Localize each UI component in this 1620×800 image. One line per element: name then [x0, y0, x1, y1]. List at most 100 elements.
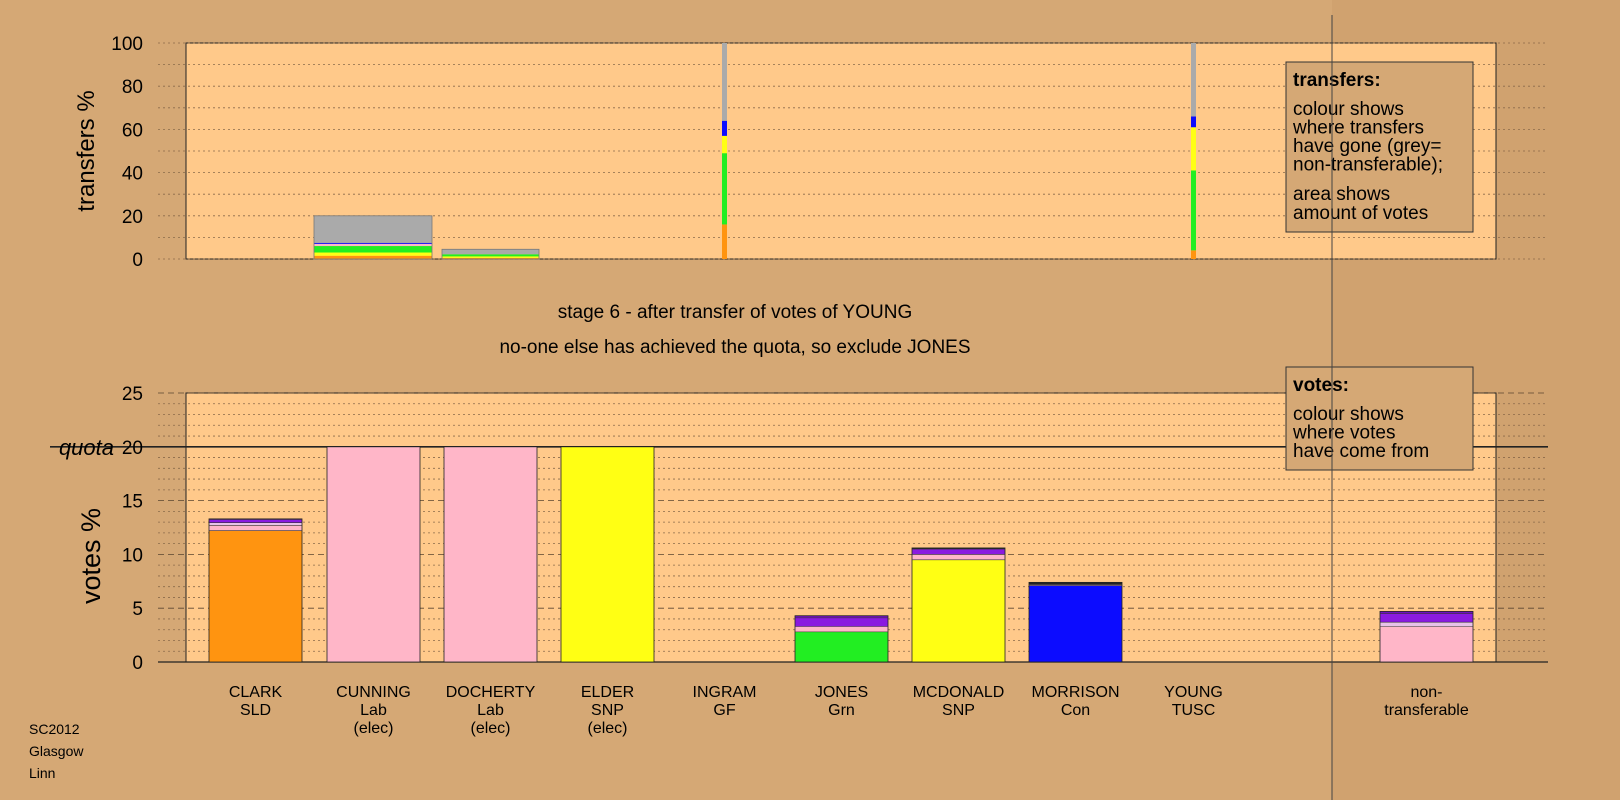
vote-segment-mcdonald: [912, 559, 1005, 662]
vote-segment-non-transferable: [1380, 626, 1473, 662]
transfer-segment-docherty: [442, 257, 539, 259]
category-label-non-transferable: non-: [1410, 684, 1442, 701]
quota-label: quota: [59, 435, 114, 460]
transfers-legend-text: colour shows: [1293, 99, 1404, 120]
transfers-legend-text: have gone (grey=: [1293, 136, 1441, 157]
vote-segment-jones: [795, 631, 888, 662]
vote-bar-outline: [208, 518, 303, 663]
vote-segment-non-transferable: [1380, 622, 1473, 627]
category-label-elder: (elec): [587, 720, 627, 737]
category-label-docherty: (elec): [470, 720, 510, 737]
category-label-jones: JONES: [815, 684, 868, 701]
category-label-non-transferable: transferable: [1384, 702, 1469, 719]
votes-legend-frame: [1285, 366, 1474, 471]
vote-segment-non-transferable: [1380, 611, 1473, 614]
transfer-segment-cunning: [314, 255, 432, 259]
transfer-segment-young: [1191, 127, 1196, 171]
transfers-ytick-label: 100: [111, 34, 143, 55]
category-label-clark: SLD: [240, 702, 271, 719]
transfer-segment-ingram: [722, 43, 727, 121]
votes-legend-title: votes:: [1293, 375, 1349, 396]
vote-segment-clark: [209, 530, 302, 662]
vote-segment-clark: [209, 525, 302, 531]
vote-segment-mcdonald: [912, 554, 1005, 560]
transfer-segment-cunning: [314, 252, 432, 256]
category-label-elder: ELDER: [581, 684, 634, 701]
category-label-ingram: GF: [713, 702, 735, 719]
vote-segment-jones: [795, 626, 888, 632]
category-label-cunning: Lab: [360, 702, 387, 719]
transfers-legend-text: where transfers: [1292, 118, 1424, 139]
vote-segment-cunning: [327, 446, 420, 662]
transfers-ytick-label: 20: [122, 207, 143, 228]
category-label-cunning: (elec): [353, 720, 393, 737]
category-label-clark: CLARK: [229, 684, 283, 701]
transfer-segment-young: [1191, 250, 1196, 259]
votes-legend-text: where votes: [1292, 423, 1395, 444]
vote-segment-clark: [209, 519, 302, 523]
transfer-segment-ingram: [722, 135, 727, 154]
vote-segment-non-transferable: [1380, 613, 1473, 623]
votes-legend-text: colour shows: [1293, 404, 1404, 425]
category-label-morrison: Con: [1061, 702, 1090, 719]
transfer-bar-outline: [313, 215, 433, 260]
footer-line-3: Linn: [29, 765, 56, 781]
stage-subtitle: no-one else has achieved the quota, so e…: [499, 337, 970, 358]
category-label-morrison: MORRISON: [1032, 684, 1120, 701]
transfers-ytick-label: 60: [122, 120, 143, 141]
category-label-jones: Grn: [828, 702, 855, 719]
vote-segment-morrison: [1029, 582, 1122, 585]
transfer-segment-cunning: [314, 243, 432, 247]
category-label-young: TUSC: [1172, 702, 1216, 719]
vote-bar-outline: [1028, 581, 1123, 663]
transfers-ytick-label: 0: [132, 250, 143, 271]
vote-segment-mcdonald: [912, 547, 1005, 550]
stage-title: stage 6 - after transfer of votes of YOU…: [558, 302, 912, 323]
transfer-segment-docherty: [442, 256, 539, 258]
votes-ytick-label: 0: [132, 653, 143, 674]
footer-line-2: Glasgow: [29, 743, 84, 759]
footer: SC2012 Glasgow Linn: [29, 718, 83, 784]
vote-segment-elder: [561, 446, 654, 662]
vote-segment-jones: [795, 617, 888, 627]
transfer-segment-cunning: [314, 242, 432, 244]
votes-axis-label: votes %: [76, 508, 106, 604]
category-label-mcdonald: SNP: [942, 702, 975, 719]
vote-bar-outline: [911, 547, 1006, 663]
votes-ytick-label: 25: [122, 384, 143, 405]
transfer-segment-young: [1191, 43, 1196, 117]
transfer-segment-cunning: [314, 246, 432, 253]
footer-line-1: SC2012: [29, 721, 80, 737]
transfer-bar-outline: [441, 248, 540, 260]
transfers-legend-title: transfers:: [1293, 70, 1381, 91]
vote-bar-outline: [560, 446, 655, 663]
votes-ytick-label: 10: [122, 545, 143, 566]
transfer-segment-ingram: [722, 224, 727, 259]
category-label-cunning: CUNNING: [336, 684, 411, 701]
category-label-elder: SNP: [591, 702, 624, 719]
transfers-axis-label: transfers %: [73, 90, 100, 211]
vote-bar-outline: [794, 615, 889, 663]
vote-segment-morrison: [1029, 585, 1122, 662]
transfers-legend-text: amount of votes: [1293, 203, 1428, 224]
transfers-ytick-label: 40: [122, 164, 143, 185]
category-label-ingram: INGRAM: [693, 684, 757, 701]
transfer-segment-young: [1191, 170, 1196, 251]
votes-ytick-label: 20: [122, 438, 143, 459]
transfers-legend-text: area shows: [1293, 184, 1390, 205]
transfer-segment-ingram: [722, 120, 727, 136]
votes-ytick-label: 5: [132, 599, 143, 620]
vote-bar-outline: [1379, 611, 1474, 663]
transfer-segment-cunning: [314, 215, 432, 243]
vote-segment-jones: [795, 615, 888, 618]
transfer-segment-ingram: [722, 153, 727, 225]
votes-ytick-label: 15: [122, 492, 143, 513]
transfers-legend-frame: [1285, 61, 1474, 233]
vote-segment-morrison: [1029, 584, 1122, 586]
category-label-docherty: DOCHERTY: [446, 684, 536, 701]
vote-segment-clark: [209, 522, 302, 526]
votes-legend-text: have come from: [1293, 441, 1429, 462]
